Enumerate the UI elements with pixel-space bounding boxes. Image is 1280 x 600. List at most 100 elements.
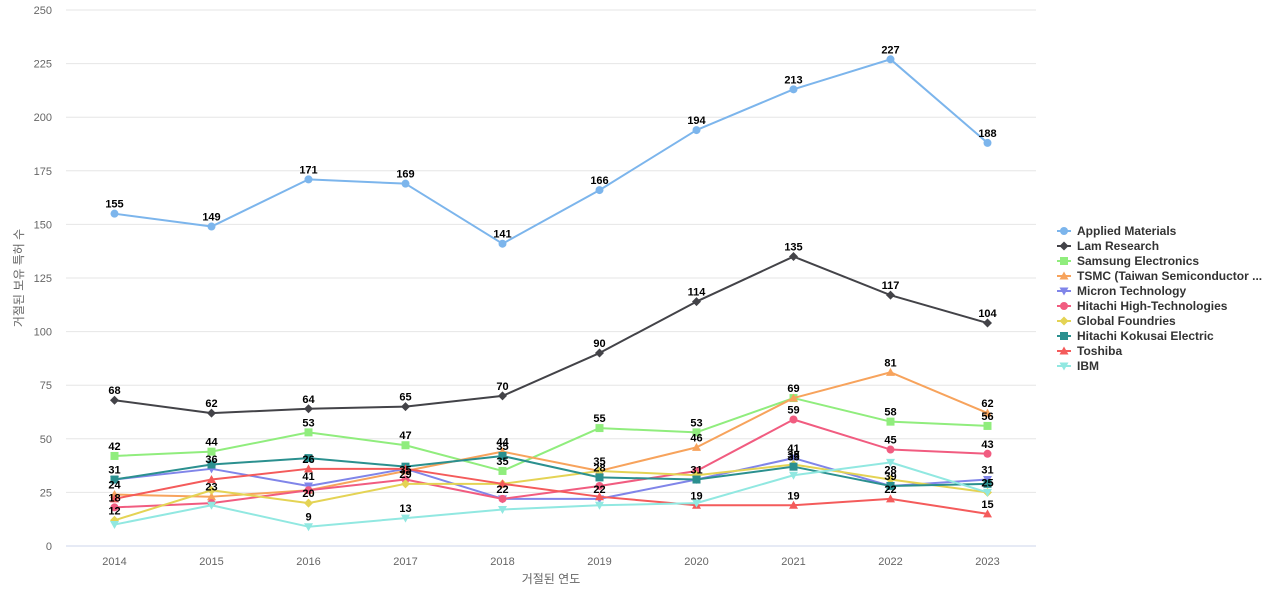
y-axis-ticks: 0 25 50 75 100 125 150 175 200 225 250 <box>34 5 52 553</box>
legend-item[interactable]: Hitachi High-Technologies <box>1057 299 1228 313</box>
legend-label: TSMC (Taiwan Semiconductor ... <box>1077 269 1262 283</box>
data-point <box>304 428 313 437</box>
x-tick-label: 2023 <box>975 556 999 568</box>
data-point <box>886 417 895 426</box>
x-axis-title: 거절된 연도 <box>522 572 581 586</box>
data-point <box>886 55 895 64</box>
legend-item[interactable]: Global Foundries <box>1057 314 1176 328</box>
series-line <box>114 461 988 528</box>
data-label: 42 <box>108 441 120 453</box>
data-point <box>886 494 895 503</box>
data-point <box>207 485 216 495</box>
data-point <box>886 475 895 485</box>
data-label: 188 <box>978 128 996 140</box>
data-label: 15 <box>981 499 993 511</box>
data-point <box>207 501 216 510</box>
data-label: 18 <box>108 492 120 504</box>
data-label: 70 <box>496 381 508 393</box>
data-label: 22 <box>593 484 605 496</box>
legend-item[interactable]: TSMC (Taiwan Semiconductor ... <box>1057 269 1262 283</box>
data-label: 35 <box>593 456 605 468</box>
legend-item[interactable]: Toshiba <box>1057 344 1122 358</box>
data-label: 171 <box>299 164 317 176</box>
data-point <box>110 451 119 460</box>
data-point <box>401 179 410 188</box>
legend-item[interactable]: Hitachi Kokusai Electric <box>1057 329 1214 343</box>
data-point <box>304 175 313 184</box>
x-tick-label: 2022 <box>878 556 902 568</box>
x-tick-label: 2020 <box>684 556 708 568</box>
data-point <box>692 442 701 451</box>
x-tick-label: 2019 <box>587 556 611 568</box>
legend-item[interactable]: Micron Technology <box>1057 284 1186 298</box>
data-label: 69 <box>787 383 799 395</box>
legend-marker <box>1059 316 1069 326</box>
data-point <box>595 348 604 358</box>
data-point <box>207 408 216 418</box>
data-label: 38 <box>787 450 799 462</box>
y-tick-label: 150 <box>34 219 52 231</box>
data-label: 141 <box>493 229 511 241</box>
legend-marker <box>1060 227 1068 235</box>
y-tick-label: 125 <box>34 273 52 285</box>
data-point <box>304 486 313 495</box>
data-label: 56 <box>981 411 993 423</box>
data-point <box>886 367 895 376</box>
data-label: 45 <box>884 435 896 447</box>
x-tick-label: 2015 <box>199 556 223 568</box>
data-label: 28 <box>884 465 896 477</box>
y-tick-label: 25 <box>40 487 52 499</box>
data-label: 90 <box>593 338 605 350</box>
data-point <box>304 523 313 532</box>
legend-label: Samsung Electronics <box>1077 254 1199 268</box>
data-point <box>401 479 410 489</box>
legend-marker <box>1059 241 1069 251</box>
data-label: 24 <box>108 480 121 492</box>
data-label: 213 <box>784 74 802 86</box>
series-9 <box>110 458 992 532</box>
series-lines <box>110 55 992 532</box>
data-point <box>692 297 701 307</box>
data-point <box>304 454 313 463</box>
legend-item[interactable]: Applied Materials <box>1057 224 1177 238</box>
data-point <box>498 391 507 401</box>
data-label: 22 <box>496 484 508 496</box>
data-label: 59 <box>787 405 799 417</box>
data-label: 29 <box>399 469 411 481</box>
data-label: 149 <box>202 212 220 224</box>
data-label: 28 <box>593 462 605 474</box>
y-tick-label: 200 <box>34 112 52 124</box>
data-point <box>886 481 895 490</box>
data-point <box>498 479 507 488</box>
legend-marker <box>1059 271 1069 280</box>
data-point <box>595 492 604 501</box>
data-point <box>207 475 216 484</box>
data-point <box>789 415 798 424</box>
data-label: 39 <box>884 471 896 483</box>
data-point <box>595 481 604 490</box>
data-label: 68 <box>108 385 120 397</box>
legend-marker <box>1059 346 1069 355</box>
legend-item[interactable]: Samsung Electronics <box>1057 254 1199 268</box>
legend-item[interactable]: IBM <box>1057 359 1099 373</box>
series-1 <box>110 252 992 418</box>
data-label: 58 <box>884 407 896 419</box>
data-label: 41 <box>302 471 314 483</box>
series-line <box>114 467 988 515</box>
data-point <box>983 138 992 147</box>
data-point <box>498 466 507 475</box>
y-tick-label: 0 <box>46 541 52 553</box>
data-label: 23 <box>205 482 217 494</box>
y-tick-label: 225 <box>34 59 52 71</box>
series-line <box>114 463 988 522</box>
data-point <box>983 479 992 488</box>
data-point <box>789 471 798 480</box>
data-point <box>595 501 604 510</box>
data-point <box>110 395 119 405</box>
series-line <box>114 255 988 415</box>
legend-item[interactable]: Lam Research <box>1057 239 1159 253</box>
legend-marker <box>1059 362 1069 371</box>
data-point <box>595 186 604 195</box>
data-label: 20 <box>302 488 314 500</box>
